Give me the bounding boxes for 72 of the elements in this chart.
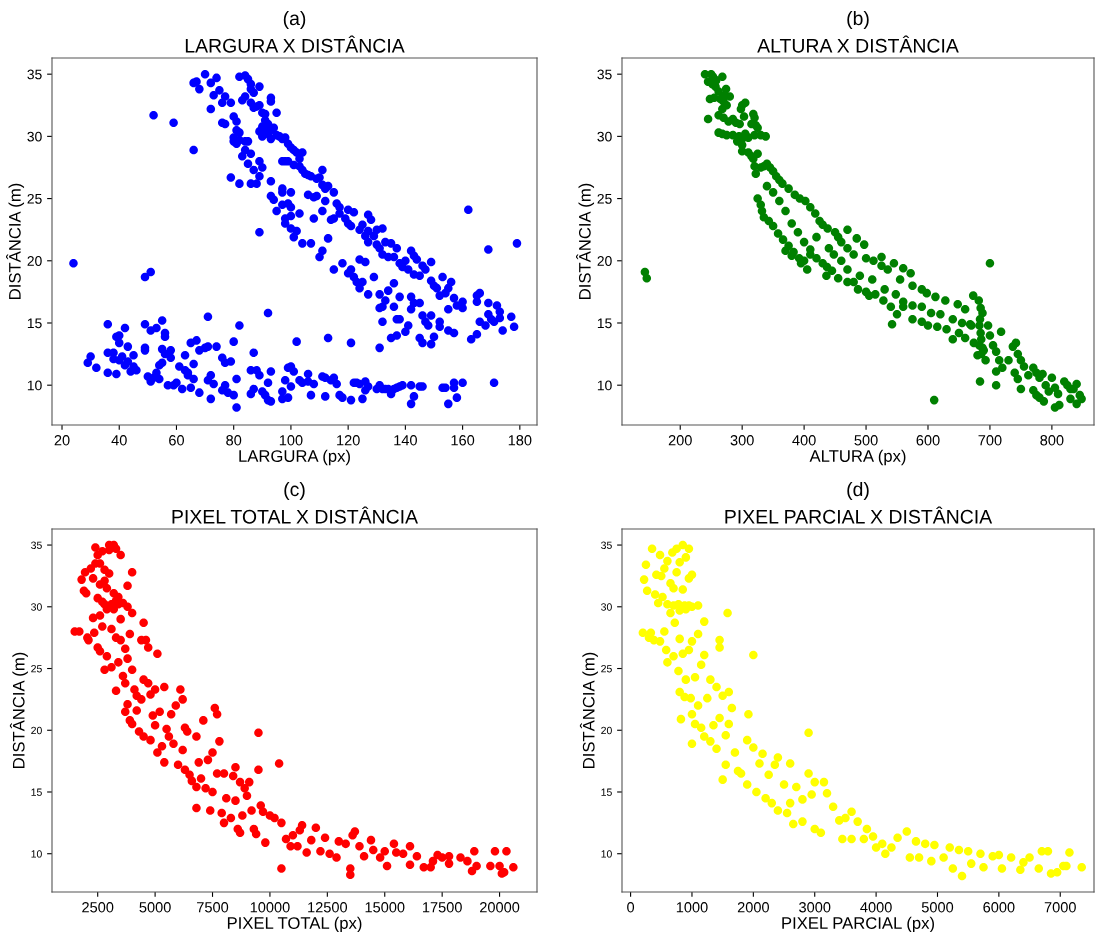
- x-axis-title: LARGURA (px): [239, 449, 350, 466]
- y-tick-label: 25: [27, 193, 42, 204]
- x-axis-title: PIXEL PARCIAL (px): [782, 916, 934, 932]
- y-tick-label: 30: [601, 603, 612, 611]
- y-tick-label: 15: [597, 318, 612, 329]
- x-tick-label: 800: [1040, 435, 1064, 446]
- y-tick-label: 35: [597, 69, 612, 80]
- x-tick-label: 0: [627, 902, 635, 913]
- x-tick-label: 7000: [1044, 902, 1076, 913]
- x-tick-label: 100: [279, 435, 303, 446]
- y-tick-label: 20: [31, 726, 42, 735]
- x-tick-label: 2000: [737, 902, 769, 913]
- y-tick-label: 15: [31, 788, 42, 796]
- x-tick-label: 40: [111, 435, 127, 446]
- y-tick-label: 15: [27, 318, 42, 329]
- x-tick-label: 200: [668, 435, 692, 446]
- text: (a): [283, 10, 306, 30]
- x-tick-label: 20: [54, 435, 70, 446]
- y-tick-label: 10: [597, 380, 612, 391]
- x-tick-label: 20000: [480, 902, 520, 913]
- text: (c): [284, 481, 305, 501]
- y-axis-title: DISTÂNCIA (m): [6, 183, 25, 299]
- y-tick-label: 20: [597, 256, 612, 266]
- y-tick-label: 25: [601, 665, 612, 673]
- x-tick-label: 17500: [423, 902, 462, 913]
- y-axis-title: DISTÂNCIA (m): [9, 652, 28, 768]
- chart-title: PIXEL PARCIAL X DISTÂNCIA: [725, 506, 993, 524]
- y-tick-label: 20: [27, 256, 42, 266]
- text: (b): [847, 10, 869, 30]
- x-tick-label: 140: [394, 435, 417, 446]
- x-tick-label: 600: [916, 435, 940, 446]
- y-tick-label: 25: [597, 193, 612, 204]
- y-tick-label: 25: [31, 665, 42, 673]
- y-tick-label: 35: [27, 69, 42, 80]
- x-tick-label: 60: [169, 435, 185, 446]
- x-tick-label: 15000: [365, 902, 405, 913]
- y-tick-label: 20: [601, 726, 612, 735]
- y-tick-label: 30: [27, 131, 42, 142]
- y-tick-label: 10: [31, 850, 42, 858]
- x-tick-label: 10000: [250, 902, 290, 913]
- x-tick-label: 4000: [860, 902, 892, 913]
- x-tick-label: 1000: [676, 902, 708, 913]
- x-tick-label: 5000: [921, 902, 954, 913]
- x-tick-label: 160: [451, 435, 475, 446]
- y-tick-label: 15: [601, 788, 612, 796]
- x-tick-label: 500: [854, 435, 878, 446]
- x-tick-label: 180: [508, 435, 532, 446]
- y-tick-label: 35: [31, 541, 42, 549]
- x-tick-label: 5000: [139, 902, 171, 913]
- x-tick-label: 6000: [983, 902, 1015, 913]
- x-tick-label: 12500: [308, 902, 348, 913]
- y-tick-label: 30: [31, 603, 42, 611]
- x-axis-title: PIXEL TOTAL (px): [227, 916, 362, 932]
- x-tick-label: 700: [978, 435, 1002, 446]
- y-tick-label: 30: [597, 131, 612, 142]
- x-tick-label: 120: [337, 435, 360, 446]
- y-axis-title: DISTÂNCIA (m): [579, 652, 598, 768]
- y-axis-title: DISTÂNCIA (m): [576, 183, 595, 299]
- y-tick-label: 10: [27, 380, 42, 391]
- x-axis-title: ALTURA (px): [809, 449, 906, 466]
- y-tick-label: 35: [601, 541, 612, 549]
- x-tick-label: 80: [226, 435, 242, 446]
- x-tick-label: 2500: [82, 902, 114, 913]
- y-tick-label: 10: [601, 850, 612, 858]
- chart-title: ALTURA X DISTÂNCIA: [757, 35, 959, 53]
- x-tick-label: 7500: [197, 902, 229, 913]
- chart-title: PIXEL TOTAL X DISTÂNCIA: [172, 506, 419, 524]
- chart-title: LARGURA X DISTÂNCIA: [185, 35, 405, 53]
- x-tick-label: 300: [730, 435, 754, 446]
- x-tick-label: 400: [792, 435, 816, 446]
- text: (d): [847, 481, 869, 501]
- x-tick-label: 3000: [799, 902, 831, 913]
